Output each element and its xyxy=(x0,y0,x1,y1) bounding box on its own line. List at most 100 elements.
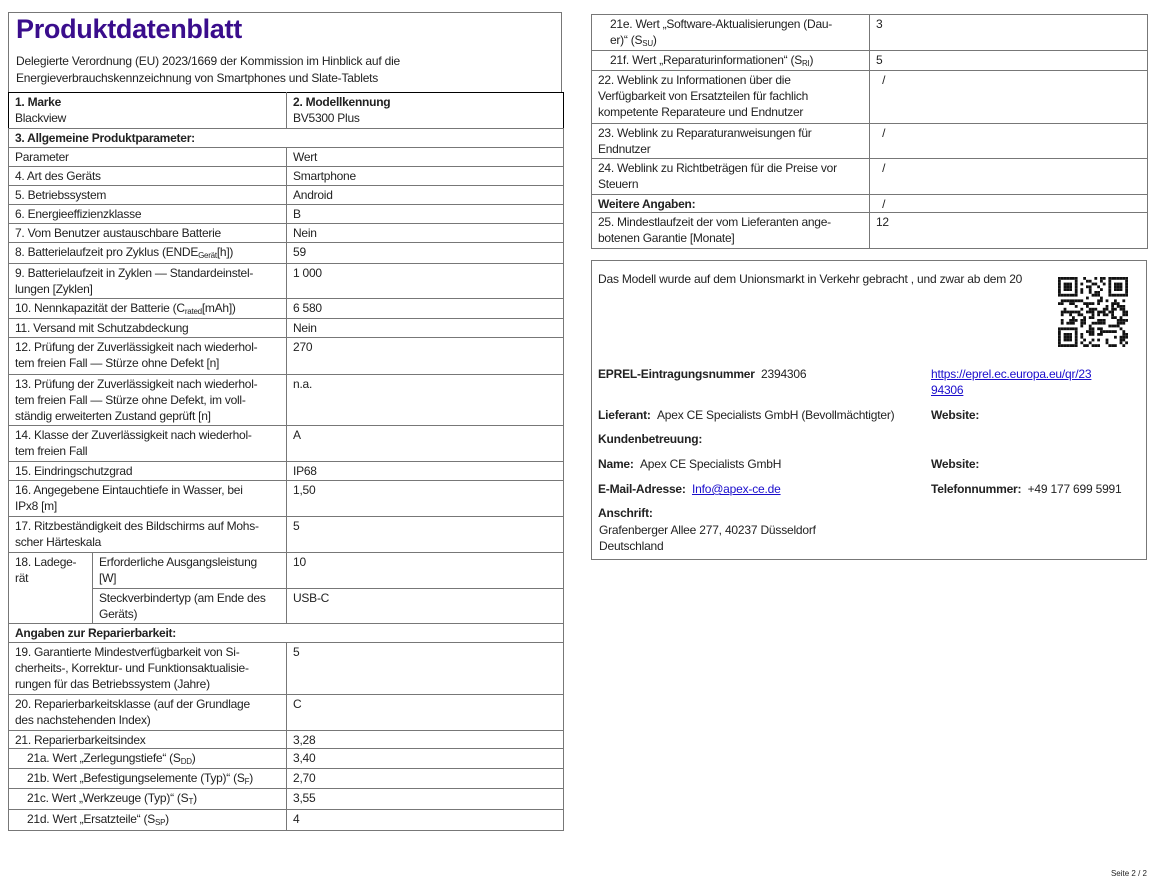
row-value: 3,28 xyxy=(286,730,565,749)
row-label: 21d. Wert „Ersatzteile“ (SSP) xyxy=(7,809,288,831)
label-text: 21a. Wert „Zerlegungstiefe“ (S xyxy=(27,751,181,765)
label-text: 21e. Wert „Software-Aktualisierungen (Da… xyxy=(610,17,833,47)
row-value: / xyxy=(869,158,1148,195)
qr-code-icon[interactable] xyxy=(1058,277,1128,347)
row-value: Nein xyxy=(286,223,565,243)
table-row: 8. Batterielaufzeit pro Zyklus (ENDEGerä… xyxy=(7,242,565,264)
row-value: 3,55 xyxy=(286,788,565,810)
row-label: 21b. Wert „Befestigungselemente (Typ)“ (… xyxy=(7,768,288,789)
row-value: 59 xyxy=(286,242,565,264)
label-text-end: ) xyxy=(191,751,196,765)
table-row: 12. Prüfung der Zuverlässigkeit nach wie… xyxy=(7,337,565,375)
label-text: 25. Mindestlaufzeit der vom Lieferanten … xyxy=(598,215,831,245)
name-value: Apex CE Specialists GmbH xyxy=(639,457,782,471)
row-label: Parameter xyxy=(7,147,288,167)
row-label: 21e. Wert „Software-Aktualisierungen (Da… xyxy=(591,14,870,51)
row-value: / xyxy=(869,70,1148,124)
row-label: Angaben zur Reparierbarkeit: xyxy=(7,623,565,643)
table-row: 21f. Wert „Reparaturinformationen“ (SRI)… xyxy=(591,50,1148,71)
row-value: 3 xyxy=(869,14,1148,51)
table-row: 5. Betriebssystem Android xyxy=(7,185,565,205)
row-label: 20. Reparierbarkeitsklasse (auf der Grun… xyxy=(7,694,288,731)
label-text: 23. Weblink zu Reparaturanweisungen für … xyxy=(598,126,812,156)
label-text: 19. Garantierte Mindestverfügbarkeit von… xyxy=(15,645,249,691)
page-title: Produktdatenblatt xyxy=(16,14,242,44)
row-label: Weitere Angaben: xyxy=(591,194,870,213)
label-subscript: T xyxy=(188,797,194,806)
name-label: Name: xyxy=(598,457,634,471)
table-row: 15. Eindringschutzgrad IP68 xyxy=(7,461,565,481)
label-text: 14. Klasse der Zuverlässigkeit nach wied… xyxy=(15,428,252,458)
label-text-end: [h]) xyxy=(216,245,234,259)
table-row: 21d. Wert „Ersatzteile“ (SSP) 4 xyxy=(7,809,565,831)
supplier-value: Apex CE Specialists GmbH (Bevollmächtigt… xyxy=(656,408,895,422)
label-text: 6. Energieeffizienzklasse xyxy=(15,207,142,221)
label-text: 10. Nennkapazität der Batterie (C xyxy=(15,301,185,315)
section-row: 3. Allgemeine Produktparameter: xyxy=(7,128,565,148)
address-value: Grafenberger Allee 277, 40237 Düsseldorf… xyxy=(599,523,816,553)
label-text-end: ) xyxy=(249,771,254,785)
table-row: 21a. Wert „Zerlegungstiefe“ (SDD) 3,40 xyxy=(7,748,565,769)
label-subscript: F xyxy=(244,777,250,786)
table-row: 25. Mindestlaufzeit der vom Lieferanten … xyxy=(591,212,1148,249)
label-text: 24. Weblink zu Richtbeträgen für die Pre… xyxy=(598,161,837,191)
row-label: 15. Eindringschutzgrad xyxy=(7,461,288,481)
row-label: 21a. Wert „Zerlegungstiefe“ (SDD) xyxy=(7,748,288,769)
brand-cell: 1. Marke Blackview xyxy=(7,92,288,129)
row-label: 4. Art des Geräts xyxy=(7,166,288,186)
row-value: 3,40 xyxy=(286,748,565,769)
row-value: A xyxy=(286,425,565,462)
label-subscript: SU xyxy=(642,39,653,48)
row-value: 4 xyxy=(286,809,565,831)
row-label: 5. Betriebssystem xyxy=(7,185,288,205)
row-value: n.a. xyxy=(286,374,565,426)
label-text: 21d. Wert „Ersatzteile“ (S xyxy=(27,812,155,826)
phone-label: Telefonnummer: xyxy=(931,482,1022,496)
website2-label: Website: xyxy=(931,457,980,471)
table-row: 14. Klasse der Zuverlässigkeit nach wied… xyxy=(7,425,565,462)
email-label: E-Mail-Adresse: xyxy=(598,482,686,496)
table-row: Weitere Angaben: / xyxy=(591,194,1148,213)
brand-model-row: 1. Marke Blackview 2. Modellkennung BV5300 … xyxy=(7,92,565,129)
row-label: 21. Reparierbarkeitsindex xyxy=(7,730,288,749)
label-text: Weitere Angaben: xyxy=(598,197,696,211)
row-label: 17. Ritzbeständigkeit des Bildschirms au… xyxy=(7,516,288,553)
label-text: 12. Prüfung der Zuverlässigkeit nach wie… xyxy=(15,340,258,370)
row-value: IP68 xyxy=(286,461,565,481)
row-value: 12 xyxy=(869,212,1148,249)
label-text: 11. Versand mit Schutzabdeckung xyxy=(15,321,189,335)
row-label: 22. Weblink zu Informationen über die Ve… xyxy=(591,70,870,124)
row-value: 1,50 xyxy=(286,480,565,517)
supplier-info-box: Das Modell wurde auf dem Unionsmarkt in … xyxy=(591,260,1147,560)
table-row: 7. Vom Benutzer austauschbare Batterie Ne… xyxy=(7,223,565,243)
label-text: 21b. Wert „Befestigungselemente (Typ)“ (… xyxy=(27,771,245,785)
label-subscript: RI xyxy=(801,59,810,68)
row-value: Android xyxy=(286,185,565,205)
page-number: Seite 2 / 2 xyxy=(1110,869,1147,878)
table-row: 10. Nennkapazität der Batterie (Crated[m… xyxy=(7,298,565,319)
row-label: 21c. Wert „Werkzeuge (Typ)“ (ST) xyxy=(7,788,288,810)
row-label: 19. Garantierte Mindestverfügbarkeit von… xyxy=(7,642,288,695)
label-subscript: Gerät xyxy=(198,251,217,260)
label-text-end: ) xyxy=(165,812,169,826)
table-row: 19. Garantierte Mindestverfügbarkeit von… xyxy=(7,642,565,695)
subtitle: Delegierte Verordnung (EU) 2023/1669 der… xyxy=(16,54,401,85)
label-text: 9. Batterielaufzeit in Zyklen — Standard… xyxy=(15,266,254,296)
row-value: C xyxy=(286,694,565,731)
repair-table-continued: 21e. Wert „Software-Aktualisierungen (Da… xyxy=(591,14,1148,249)
label-text-end: ) xyxy=(193,791,197,805)
label-text: 3. Allgemeine Produktparameter: xyxy=(15,131,195,145)
row-value: / xyxy=(869,194,1148,213)
table-row: 13. Prüfung der Zuverlässigkeit nach wie… xyxy=(7,374,565,426)
row-value: 2,70 xyxy=(286,768,565,789)
table-row: 22. Weblink zu Informationen über die Ve… xyxy=(591,70,1148,124)
table-row: 21. Reparierbarkeitsindex 3,28 xyxy=(7,730,565,749)
label-subscript: SP xyxy=(154,818,166,827)
label-text-end: ) xyxy=(809,53,814,67)
row-label: 16. Angegebene Eintauchtiefe in Wasser, … xyxy=(7,480,288,517)
row-value: B xyxy=(286,204,565,224)
email-link[interactable]: Info@apex-ce.de xyxy=(691,482,781,496)
section-row: Angaben zur Reparierbarkeit: xyxy=(7,623,565,643)
eprel-link[interactable]: https://eprel.ec.europa.eu/qr/23 94306 xyxy=(931,367,1092,397)
supplier-label: Lieferant: xyxy=(598,408,651,422)
